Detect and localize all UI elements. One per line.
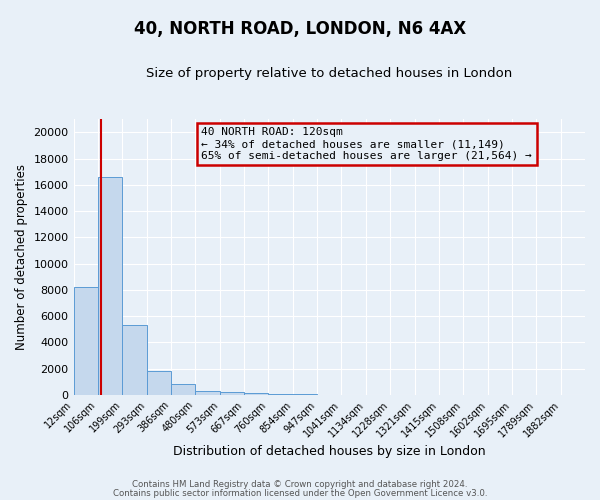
- Bar: [293, 394, 317, 395]
- Text: 40 NORTH ROAD: 120sqm
← 34% of detached houses are smaller (11,149)
65% of semi-: 40 NORTH ROAD: 120sqm ← 34% of detached …: [202, 128, 532, 160]
- Bar: [171, 384, 196, 395]
- Bar: [220, 392, 244, 395]
- X-axis label: Distribution of detached houses by size in London: Distribution of detached houses by size …: [173, 444, 485, 458]
- Bar: [268, 394, 293, 395]
- Bar: [74, 287, 98, 395]
- Title: Size of property relative to detached houses in London: Size of property relative to detached ho…: [146, 68, 512, 80]
- Bar: [196, 391, 220, 395]
- Bar: [146, 370, 171, 395]
- Bar: [244, 393, 268, 395]
- Text: Contains HM Land Registry data © Crown copyright and database right 2024.: Contains HM Land Registry data © Crown c…: [132, 480, 468, 489]
- Bar: [122, 326, 146, 395]
- Y-axis label: Number of detached properties: Number of detached properties: [15, 164, 28, 350]
- Text: 40, NORTH ROAD, LONDON, N6 4AX: 40, NORTH ROAD, LONDON, N6 4AX: [134, 20, 466, 38]
- Bar: [98, 177, 122, 395]
- Text: Contains public sector information licensed under the Open Government Licence v3: Contains public sector information licen…: [113, 489, 487, 498]
